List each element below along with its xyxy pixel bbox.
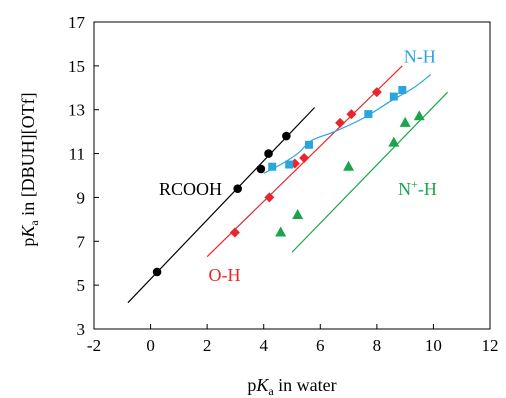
series-label-rcooh: RCOOH xyxy=(159,179,222,199)
y-tick-label: 9 xyxy=(77,188,86,207)
y-tick-label: 15 xyxy=(68,57,85,76)
x-tick-label: 6 xyxy=(316,336,325,355)
x-tick-label: 10 xyxy=(425,336,442,355)
y-tick-label: 13 xyxy=(68,101,85,120)
data-point-n-h xyxy=(268,162,277,171)
data-point-rcooh xyxy=(152,267,162,277)
x-tick-label: 2 xyxy=(203,336,212,355)
plot-frame xyxy=(93,21,491,330)
data-point-n-h xyxy=(343,160,355,171)
series-label-o-h: O-H xyxy=(209,265,241,285)
x-tick-label: -2 xyxy=(87,336,101,355)
data-point-n-h xyxy=(275,226,287,237)
y-tick-label: 3 xyxy=(77,320,86,339)
data-point-o-h xyxy=(264,192,275,203)
data-point-n-h xyxy=(285,160,294,169)
data-point-rcooh xyxy=(256,164,266,174)
x-tick-label: 0 xyxy=(146,336,155,355)
data-point-o-h xyxy=(229,227,240,238)
series-label-n-h: N-H xyxy=(404,47,436,67)
x-tick-label: 8 xyxy=(373,336,382,355)
x-tick-label: 4 xyxy=(259,336,268,355)
data-point-rcooh xyxy=(233,184,242,193)
data-point-n-h xyxy=(399,116,411,127)
data-point-o-h xyxy=(335,117,346,128)
data-point-n-h xyxy=(292,208,304,219)
data-point-o-h xyxy=(346,109,357,120)
data-point-rcooh xyxy=(264,149,273,158)
data-point-n-h xyxy=(388,136,400,147)
data-point-n-h xyxy=(389,92,398,101)
data-point-n-h xyxy=(398,85,407,94)
x-tick-label: 12 xyxy=(482,336,499,355)
y-axis-title: pKa in [DBUH][OTf] xyxy=(18,92,41,246)
x-axis-title: pKa in water xyxy=(247,375,336,398)
y-tick-label: 17 xyxy=(68,13,86,32)
y-tick-label: 5 xyxy=(77,276,86,295)
data-point-n-h xyxy=(364,110,373,119)
data-point-o-h xyxy=(299,152,310,163)
y-tick-label: 7 xyxy=(77,232,86,251)
data-point-o-h xyxy=(371,87,382,98)
series-label-n-h: N+-H xyxy=(398,177,437,199)
data-point-n-h xyxy=(413,110,425,121)
y-tick-label: 11 xyxy=(69,145,85,164)
data-point-n-h xyxy=(304,140,313,149)
data-point-rcooh xyxy=(282,131,291,141)
